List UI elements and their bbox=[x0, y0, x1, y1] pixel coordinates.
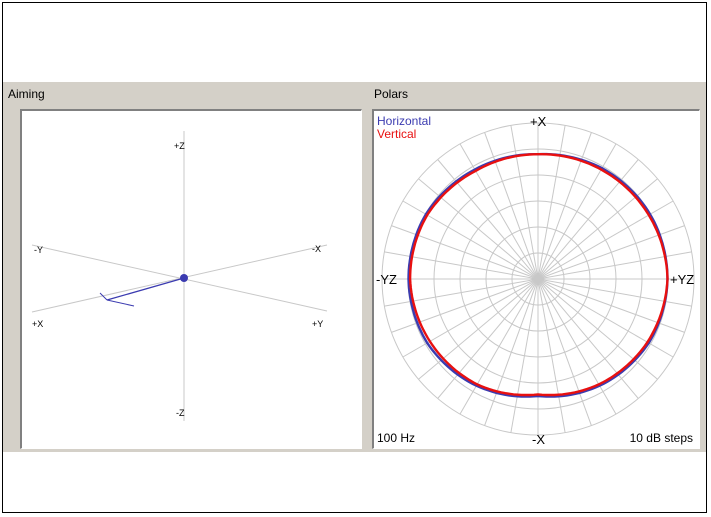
scale-label: 10 dB steps bbox=[629, 431, 693, 445]
label-minus-y: -Y bbox=[34, 245, 43, 255]
x-axis bbox=[31, 244, 328, 313]
aim-tail bbox=[106, 299, 135, 307]
polar-label-top: +X bbox=[530, 114, 547, 129]
polar-label-right: +YZ bbox=[670, 272, 694, 287]
polar-legend: Horizontal Vertical bbox=[377, 115, 431, 141]
polar-label-bottom: -X bbox=[532, 432, 545, 447]
polar-label-left: -YZ bbox=[376, 272, 397, 287]
legend-vertical: Vertical bbox=[377, 127, 417, 141]
legend-horizontal: Horizontal bbox=[377, 114, 432, 128]
series-horizontal bbox=[407, 152, 669, 398]
aiming-canvas: +Z -Z -Y +Y +X -X bbox=[31, 131, 328, 421]
aim-center-point[interactable] bbox=[180, 274, 188, 282]
series-vertical bbox=[408, 153, 669, 397]
label-plus-y: +Y bbox=[312, 319, 323, 329]
aim-vector bbox=[106, 277, 185, 301]
polar-canvas: +X -X -YZ +YZ bbox=[376, 114, 695, 447]
polars-title: Polars bbox=[374, 87, 409, 101]
label-plus-z: +Z bbox=[174, 141, 185, 151]
polars-view[interactable]: +X -X -YZ +YZ Horizontal Vertical 100 Hz 10… bbox=[372, 109, 700, 449]
label-minus-x: -X bbox=[312, 244, 321, 254]
aiming-title: Aiming bbox=[8, 87, 45, 101]
label-minus-z: -Z bbox=[176, 408, 185, 418]
aiming-view[interactable]: +Z -Z -Y +Y +X -X bbox=[20, 109, 362, 449]
label-plus-x: +X bbox=[32, 319, 43, 329]
aim-tick bbox=[99, 292, 108, 301]
polar-spoke-170 bbox=[384, 251, 692, 307]
frequency-label: 100 Hz bbox=[377, 431, 416, 445]
